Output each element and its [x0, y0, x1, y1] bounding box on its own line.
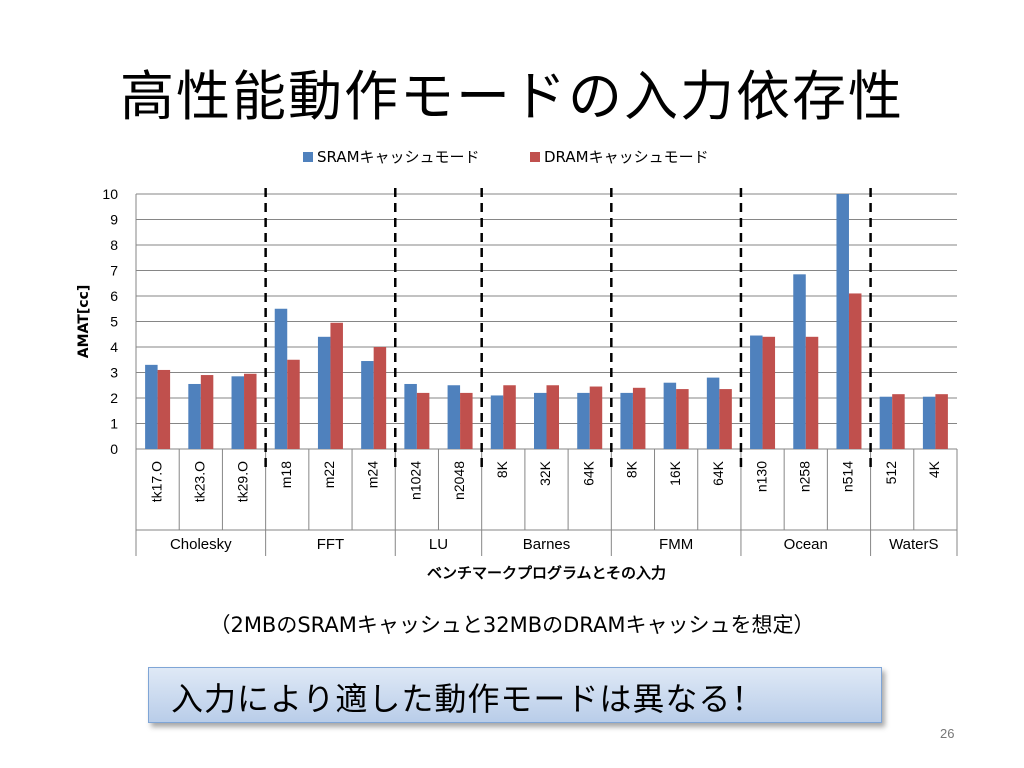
category-tick-label: 64K — [580, 460, 596, 486]
y-axis-title: AMAT[cc] — [76, 285, 92, 358]
bar-dram — [892, 394, 905, 449]
group-label: FFT — [317, 536, 345, 553]
bar-sram — [145, 364, 158, 449]
y-tick-label: 9 — [110, 212, 118, 228]
legend-swatch-sram — [303, 152, 313, 162]
category-tick-label: 512 — [883, 461, 899, 485]
amat-bar-chart: 0 1 2 3 4 5 6 7 8 9 10 tk17.O tk23.O tk29.O m18 m22 m24 n… — [76, 148, 958, 582]
conclusion-callout-text: 入力により適した動作モードは異なる！ — [171, 680, 765, 718]
category-tick-label: n1024 — [408, 461, 424, 500]
bar-dram — [244, 373, 257, 449]
bar-dram — [200, 375, 214, 449]
bar-dram — [805, 336, 819, 449]
bar-sram — [879, 396, 893, 449]
category-tick-label: tk17.O — [148, 461, 164, 502]
group-label: WaterS — [889, 536, 938, 553]
category-tick-label: 8K — [494, 460, 510, 478]
category-tick-label: 4K — [926, 460, 942, 478]
y-tick-label: 0 — [110, 441, 118, 457]
bar-sram — [750, 335, 763, 449]
category-tick-label: tk23.O — [192, 461, 208, 502]
y-tick-label: 8 — [110, 237, 118, 253]
y-tick-label: 3 — [110, 365, 118, 381]
y-tick-label: 2 — [110, 390, 118, 406]
category-tick-label: n258 — [796, 461, 812, 492]
category-tick-label: m24 — [364, 461, 380, 488]
bar-sram — [534, 392, 547, 449]
category-tick-label: tk29.O — [235, 461, 251, 502]
bar-dram — [416, 392, 430, 449]
bar-sram — [317, 336, 331, 449]
bar-dram — [546, 385, 559, 449]
category-tick-label: m18 — [278, 461, 294, 488]
group-label: LU — [429, 536, 448, 553]
legend-swatch-dram — [530, 152, 540, 162]
bar-dram — [762, 336, 776, 449]
group-label: Ocean — [784, 536, 828, 553]
y-tick-label: 4 — [110, 339, 118, 355]
bar-sram — [922, 396, 936, 449]
category-tick-label: m22 — [321, 461, 337, 488]
bar-dram — [157, 369, 171, 449]
group-label: Cholesky — [170, 536, 232, 553]
category-tick-label: n130 — [753, 461, 769, 492]
category-tick-label: 32K — [537, 460, 553, 486]
bar-dram — [719, 389, 732, 449]
bar-sram — [404, 383, 417, 449]
bar-sram — [274, 308, 288, 449]
x-axis-title: ベンチマークプログラムとその入力 — [427, 564, 666, 582]
bar-dram — [503, 385, 516, 449]
bar-sram — [231, 376, 245, 449]
bar-sram — [188, 383, 201, 449]
bar-dram — [848, 293, 862, 449]
category-tick-label: 64K — [710, 460, 726, 486]
y-tick-label: 7 — [110, 263, 118, 279]
bar-dram — [330, 322, 343, 449]
bar-sram — [793, 274, 806, 449]
bar-sram — [620, 392, 633, 449]
category-tick-label: 8K — [624, 460, 640, 478]
bar-sram — [577, 392, 590, 449]
bar-dram — [460, 392, 473, 449]
category-tick-label: 16K — [667, 460, 683, 486]
group-label: FMM — [659, 536, 693, 553]
bar-dram — [935, 394, 948, 449]
legend-label-sram: SRAMキャッシュモード — [317, 148, 480, 166]
y-tick-label: 10 — [102, 186, 118, 202]
conclusion-callout-box: 入力により適した動作モードは異なる！ — [148, 667, 882, 723]
bar-sram — [706, 377, 720, 449]
bar-dram — [589, 386, 603, 449]
category-tick-label: n2048 — [451, 461, 467, 500]
y-tick-label: 6 — [110, 288, 118, 304]
group-label: Barnes — [523, 536, 571, 553]
bar-sram — [361, 361, 374, 449]
category-tick-label: n514 — [840, 461, 856, 492]
bar-dram — [676, 389, 689, 449]
bar-sram — [663, 382, 677, 449]
bar-dram — [287, 359, 300, 449]
y-tick-label: 5 — [110, 314, 118, 330]
bar-sram — [836, 194, 849, 449]
y-tick-label: 1 — [110, 416, 118, 432]
bar-sram — [490, 395, 504, 449]
bar-dram — [373, 347, 387, 449]
bar-dram — [632, 387, 646, 449]
page-number: 26 — [940, 726, 955, 741]
legend-label-dram: DRAMキャッシュモード — [544, 148, 709, 166]
bar-sram — [447, 385, 461, 449]
slide-title: 高性能動作モードの入力依存性 — [120, 65, 904, 128]
assumption-caption: （2MBのSRAMキャッシュと32MBのDRAMキャッシュを想定） — [209, 613, 815, 637]
